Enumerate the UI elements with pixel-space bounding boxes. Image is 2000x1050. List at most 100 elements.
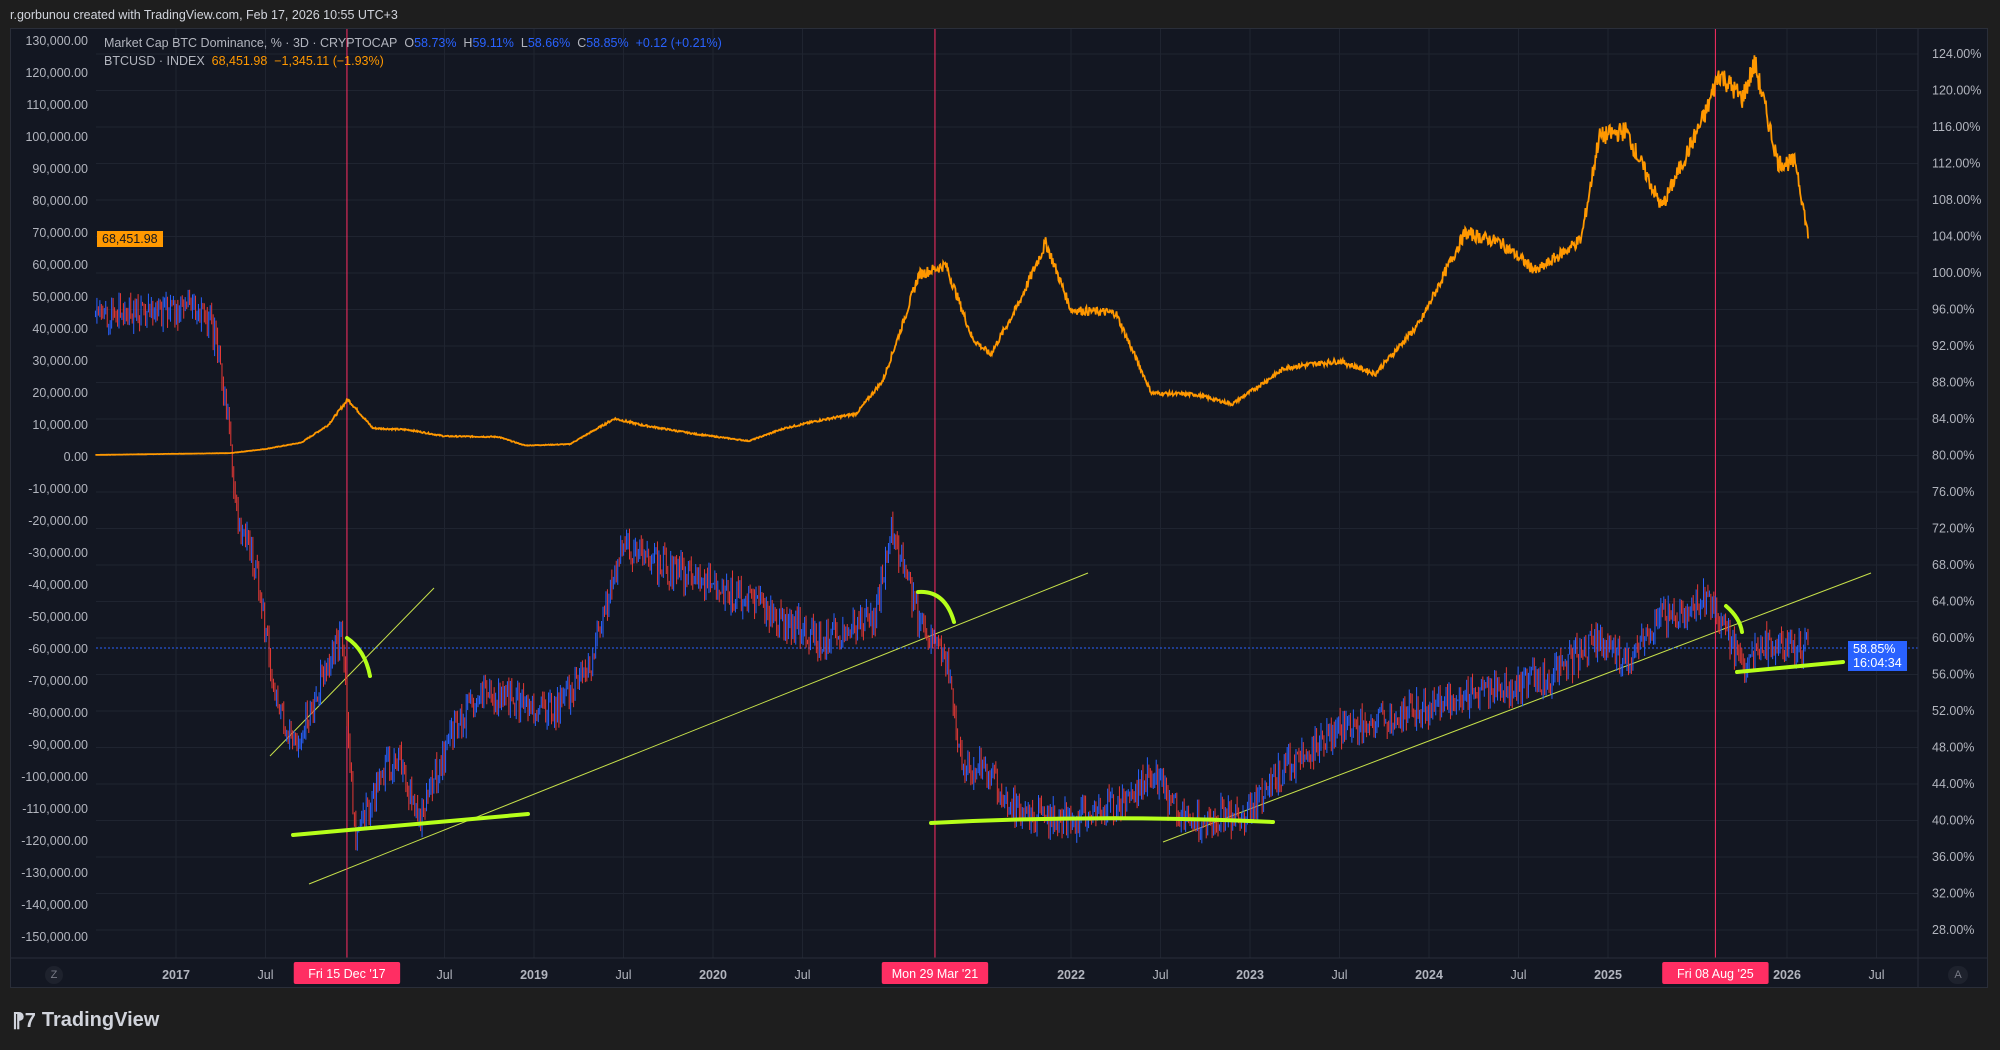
bar-countdown: 16:04:34 [1853,656,1902,670]
low-label: L [520,36,528,50]
right-axis-tick: 88.00% [1932,376,1974,390]
right-axis-tick: 56.00% [1932,668,1974,682]
right-axis-tick: 80.00% [1932,449,1974,463]
change-value: −1,345.11 (−1.93%) [274,54,384,68]
left-axis-tick: -30,000.00 [28,546,88,560]
left-axis-tick: 50,000.00 [32,290,88,304]
right-axis-tick: 100.00% [1932,266,1981,280]
grid [96,29,1918,958]
date-marker-badge [881,962,989,984]
right-axis: 124.00% 120.00% 116.00% 112.00% 108.00% 104.0… [1932,47,1981,937]
left-axis-tick: 60,000.00 [32,258,88,272]
time-axis-tick: 2022 [1057,968,1085,982]
dominance-value: 58.85% [1853,642,1896,656]
high-label: H [463,36,473,50]
reset-zoom-button[interactable]: Z [45,966,63,984]
open-label: O [404,36,415,50]
time-axis-tick: Jul [1332,968,1348,982]
left-axis-tick: -20,000.00 [28,514,88,528]
low-value: 58.66% [527,36,571,50]
price-value: 68,451.98 [211,54,268,68]
right-axis-tick: 28.00% [1932,923,1974,937]
time-axis-tick: Jul [616,968,632,982]
date-marker-badge [1662,962,1769,984]
date-markers [346,29,1716,958]
right-axis-tick: 32.00% [1932,887,1974,901]
time-axis-tick: 2026 [1773,968,1801,982]
close-value: 58.85% [586,36,629,50]
left-axis-tick: 30,000.00 [32,354,88,368]
left-axis-tick: -60,000.00 [28,642,88,656]
time-axis-tick: 2025 [1594,968,1622,982]
date-marker-label: Mon 29 Mar '21 [892,967,979,981]
left-axis-tick: 70,000.00 [32,226,88,240]
date-marker-label: Fri 15 Dec '17 [308,967,385,981]
arc-stroke [345,636,372,678]
legend-btcusd[interactable]: BTCUSD · INDEX 68,451.98 −1,345.11 (−1.9… [104,54,384,68]
date-marker-badge [293,962,401,984]
arc-stroke [916,589,956,624]
time-axis-tick: 2020 [699,968,727,982]
left-axis-tick: 20,000.00 [32,386,88,400]
support-stroke [929,816,1275,825]
right-axis-tick: 36.00% [1932,850,1974,864]
right-axis-tick: 60.00% [1932,631,1974,645]
trendline [269,587,435,757]
right-axis-tick: 68.00% [1932,558,1974,572]
left-axis-tick: -40,000.00 [28,578,88,592]
high-value: 59.11% [472,36,514,50]
support-stroke [291,812,530,837]
left-axis-tick: -50,000.00 [28,610,88,624]
left-axis-tick: 80,000.00 [32,194,88,208]
left-axis-tick: 40,000.00 [32,322,88,336]
trendlines [269,572,1872,885]
legend-dominance[interactable]: Market Cap BTC Dominance, % · 3D · CRYPT… [104,36,722,50]
left-axis: 130,000.00 120,000.00 110,000.00 100,000.00… [21,34,88,944]
time-axis-tick: Jul [258,968,274,982]
right-axis-tick: 92.00% [1932,339,1974,353]
right-axis-tick: 116.00% [1932,120,1980,134]
time-axis-tick: 2017 [162,968,190,982]
date-marker-label: Fri 08 Aug '25 [1677,967,1754,981]
left-axis-tick: 10,000.00 [32,418,88,432]
left-axis-tick: 110,000.00 [26,98,88,112]
time-axis-tick: Jul [1869,968,1885,982]
time-axis-tick: Jul [1511,968,1527,982]
support-stroke [1735,660,1845,674]
close-label: C [577,36,587,50]
left-axis-tick: -110,000.00 [22,802,88,816]
annotations [291,589,1845,837]
trendline [1162,572,1872,843]
time-axis-tick: Jul [437,968,453,982]
tradingview-logo[interactable]: ⁋7 TradingView [12,1008,159,1033]
open-value: 58.73% [414,36,457,50]
right-axis-tick: 48.00% [1932,741,1974,755]
time-axis-tick: 2023 [1236,968,1264,982]
brand-name: TradingView [41,1009,160,1031]
dominance-series [94,289,1809,851]
tradingview-logo-icon: ⁋7 [12,1010,36,1032]
left-axis-tick: 100,000.00 [25,130,88,144]
series-name: Market Cap BTC Dominance, % · 3D · CRYPT… [104,36,398,50]
right-axis-tick: 64.00% [1932,595,1974,609]
left-axis-tick: 90,000.00 [32,162,88,176]
right-axis-tick: 120.00% [1932,84,1981,98]
series-name: BTCUSD · INDEX [104,54,205,68]
change-value: +0.12 (+0.21%) [635,36,722,50]
chart-credit: r.gorbunou created with TradingView.com,… [10,8,398,22]
left-axis-tick: 120,000.00 [25,66,88,80]
left-axis-tick: -130,000.00 [21,866,88,880]
right-axis-tick: 76.00% [1932,485,1974,499]
left-axis-tick: -90,000.00 [28,738,88,752]
time-axis-tick: Jul [795,968,811,982]
btc-price-badge: 68,451.98 [97,231,163,247]
auto-scale-button[interactable]: A [1948,966,1968,984]
time-axis-tick: 2019 [520,968,548,982]
right-axis-tick: 44.00% [1932,777,1974,791]
right-axis-tick: 124.00% [1932,47,1981,61]
right-axis-tick: 84.00% [1932,412,1974,426]
chart-panel[interactable] [10,28,1988,988]
trendline [308,572,1089,885]
arc-stroke [1724,604,1744,634]
